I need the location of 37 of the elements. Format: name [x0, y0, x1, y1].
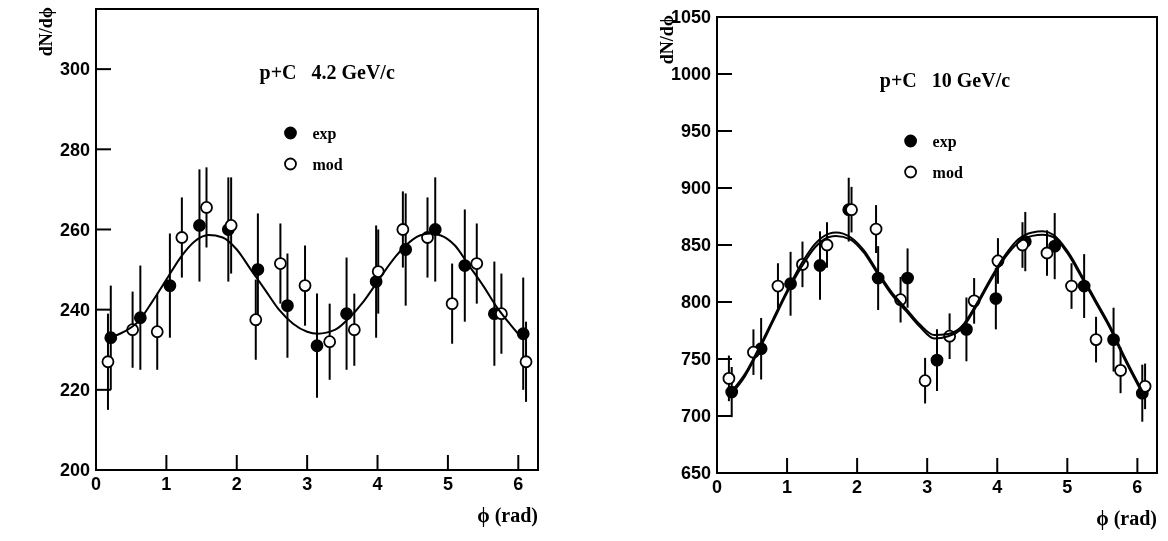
y-tick-label: 850: [680, 235, 711, 256]
x-tick-label: 0: [90, 474, 102, 494]
x-tick-label: 6: [513, 474, 524, 494]
x-tick-label: 1: [161, 474, 172, 494]
x-tick-label: 3: [922, 477, 933, 497]
x-tick-label: 4: [992, 477, 1003, 497]
y-tick-label: 800: [680, 292, 711, 313]
x-tick-label: 6: [1132, 477, 1143, 497]
y-tick-label: 750: [680, 349, 711, 370]
x-axis-title: ϕ (rad): [1096, 507, 1157, 530]
y-tick-label: 900: [680, 178, 711, 199]
y-tick-label: 260: [59, 219, 90, 240]
y-axis-title: dN/dϕ: [36, 7, 57, 57]
x-tick-label: 2: [231, 474, 242, 494]
legend-label: exp: [312, 124, 337, 143]
y-tick-label: 1000: [670, 64, 711, 85]
legend-label: exp: [932, 132, 957, 151]
x-tick-label: 4: [372, 474, 383, 494]
y-tick-label: 700: [680, 406, 711, 427]
y-tick-label: 280: [59, 139, 90, 160]
y-tick-label: 220: [59, 380, 90, 401]
y-tick-label: 200: [59, 460, 90, 481]
x-tick-label: 3: [302, 474, 313, 494]
text: p+C 4.2 GeV/c: [259, 61, 395, 84]
x-tick-label: 5: [1062, 477, 1073, 497]
y-tick-label: 300: [59, 59, 90, 80]
text: p+C 10 GeV/c: [879, 69, 1011, 92]
x-tick-label: 1: [782, 477, 793, 497]
x-tick-label: 2: [852, 477, 863, 497]
y-tick-label: 240: [59, 299, 90, 320]
legend-label: mod: [932, 163, 963, 181]
y-tick-label: 650: [680, 463, 711, 484]
x-tick-label: 5: [442, 474, 453, 494]
x-tick-label: 0: [711, 477, 723, 497]
y-tick-label: 950: [680, 121, 711, 142]
x-axis-title: ϕ (rad): [477, 504, 538, 527]
legend-label: mod: [312, 155, 343, 173]
